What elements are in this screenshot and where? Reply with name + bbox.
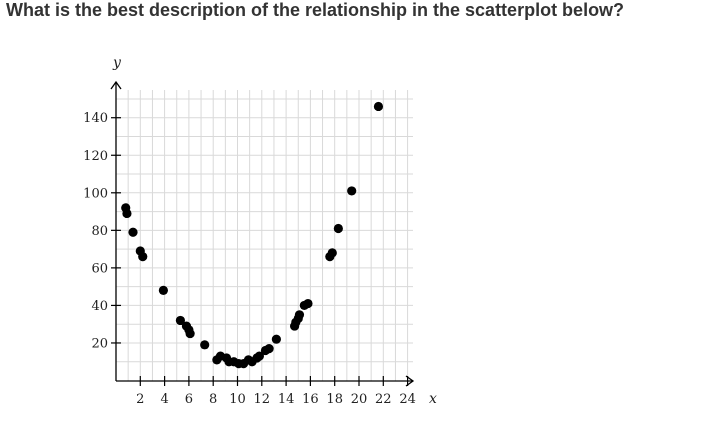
data-point	[122, 208, 132, 219]
data-point	[254, 351, 264, 361]
x-tick-label: 14	[278, 392, 295, 407]
data-point	[158, 285, 168, 296]
y-tick-label: 140	[83, 111, 108, 126]
x-tick-label: 16	[302, 392, 319, 407]
y-tick-label: 100	[83, 186, 108, 201]
data-point	[128, 227, 138, 237]
y-tick-label: 80	[91, 224, 108, 239]
data-points	[121, 101, 384, 369]
x-tick-label: 18	[326, 392, 343, 407]
x-axis-label: x	[429, 391, 437, 407]
data-point	[200, 340, 210, 350]
x-tick-label: 12	[254, 392, 271, 407]
data-point	[271, 334, 281, 344]
x-tick-label: 6	[185, 392, 193, 407]
y-tick-label: 40	[91, 299, 108, 314]
data-point	[347, 186, 357, 196]
data-point	[264, 343, 274, 354]
data-point	[138, 252, 148, 262]
x-tick-label: 8	[209, 392, 217, 407]
x-tick-label: 4	[160, 392, 168, 407]
y-tick-label: 60	[91, 261, 108, 276]
data-point	[333, 223, 343, 234]
axes	[110, 80, 415, 387]
grid-lines	[116, 90, 413, 381]
data-point	[185, 328, 195, 339]
x-tick-label: 22	[375, 392, 392, 407]
x-tick-label: 10	[229, 392, 246, 407]
x-tick-label: 2	[136, 392, 144, 407]
data-point	[175, 315, 185, 326]
data-point	[294, 310, 305, 320]
data-point	[303, 298, 313, 309]
question-text: What is the best description of the rela…	[6, 0, 625, 20]
y-axis-label: y	[112, 55, 122, 71]
x-axis-arrow	[405, 375, 415, 387]
x-tick-labels: 2 4 6 8 10 12 14 16 18 20 22 24	[136, 392, 416, 407]
x-tick-label: 20	[351, 392, 368, 407]
data-point	[373, 101, 384, 112]
data-point	[327, 248, 337, 258]
y-tick-label: 120	[83, 149, 108, 164]
x-tick-label: 24	[399, 392, 416, 407]
y-tick-labels: 20 40 60 80 100 120 140	[83, 111, 108, 351]
y-axis-arrow	[110, 80, 122, 90]
y-tick-label: 20	[91, 336, 108, 351]
